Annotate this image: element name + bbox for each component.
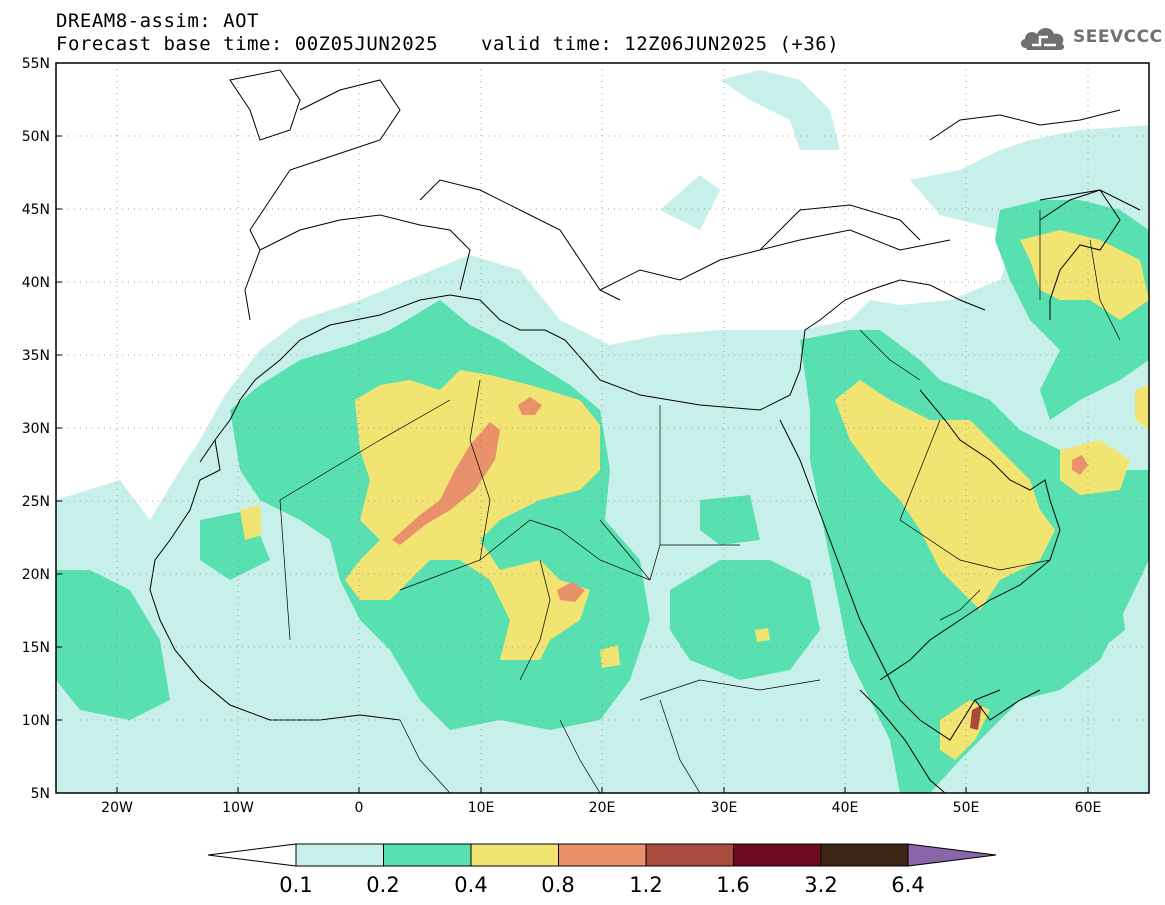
- lat-label: 30N: [22, 421, 50, 437]
- aot-band-1-2: [970, 705, 982, 730]
- aot-band-0-4: [240, 230, 1149, 760]
- lat-label: 35N: [22, 348, 50, 364]
- lon-label: 10E: [468, 800, 495, 816]
- lon-label: 20W: [101, 800, 133, 816]
- lat-label: 55N: [22, 56, 50, 72]
- cloud-icon: [1020, 28, 1065, 50]
- lon-label: 30E: [711, 800, 738, 816]
- lon-label: 20E: [589, 800, 616, 816]
- forecast-base-time: Forecast base time: 00Z05JUN2025: [56, 33, 439, 55]
- logo-text: SEEVCCC: [1073, 27, 1163, 47]
- valid-time: valid time: 12Z06JUN2025 (+36): [481, 33, 840, 55]
- lat-label: 40N: [22, 275, 50, 291]
- grid-lines: [56, 63, 1149, 793]
- tick-marks: [56, 62, 1089, 794]
- lat-label: 20N: [22, 567, 50, 583]
- lat-label: 5N: [31, 786, 50, 802]
- map-title: DREAM8-assim: AOT: [56, 10, 259, 32]
- aot-band-0-8: [392, 397, 1088, 602]
- lat-label: 25N: [22, 494, 50, 510]
- lat-label: 15N: [22, 640, 50, 656]
- lon-label: 10W: [222, 800, 254, 816]
- lon-label: 60E: [1075, 800, 1102, 816]
- country-borders: [279, 210, 1121, 793]
- lat-label: 10N: [22, 713, 50, 729]
- lon-label: 50E: [953, 800, 980, 816]
- lon-label: 40E: [832, 800, 859, 816]
- lon-label: 0: [355, 800, 364, 816]
- lat-label: 45N: [22, 202, 50, 218]
- coastlines: [149, 69, 1141, 793]
- lat-label: 50N: [22, 129, 50, 145]
- seevccc-logo: SEEVCCC: [1018, 22, 1163, 52]
